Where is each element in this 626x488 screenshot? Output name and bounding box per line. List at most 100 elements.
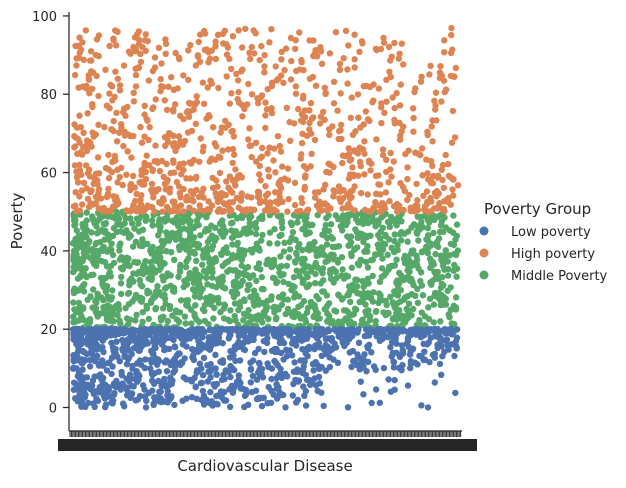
data-point (401, 230, 408, 237)
data-point (319, 245, 326, 252)
data-point (342, 27, 350, 35)
data-point (110, 225, 118, 232)
data-point (266, 39, 273, 46)
data-point (299, 326, 306, 333)
data-point (405, 147, 412, 154)
data-point (185, 76, 192, 84)
data-point (138, 167, 145, 174)
data-point (223, 73, 230, 80)
data-point (92, 388, 100, 395)
data-point (385, 179, 392, 186)
data-point (107, 273, 115, 280)
data-point (339, 295, 346, 302)
data-point (110, 310, 117, 318)
data-point (428, 123, 435, 130)
data-point (356, 48, 363, 55)
data-point (95, 92, 102, 100)
data-point (200, 143, 207, 150)
data-point (301, 107, 309, 114)
data-point (313, 293, 320, 300)
data-point (208, 47, 215, 54)
data-point (113, 138, 121, 145)
data-point (82, 265, 89, 272)
data-point (275, 306, 282, 313)
data-point (229, 127, 236, 135)
data-point (89, 216, 97, 223)
data-point (84, 318, 91, 325)
data-point (390, 358, 397, 365)
data-point (95, 372, 102, 380)
data-point (190, 279, 197, 286)
data-point (407, 360, 415, 367)
data-point (256, 395, 263, 402)
data-point (163, 160, 170, 168)
data-point (79, 201, 86, 208)
data-point (418, 282, 426, 289)
data-point (304, 283, 311, 290)
data-point (158, 200, 165, 207)
data-point (408, 312, 415, 319)
data-point (387, 344, 394, 351)
data-point (185, 255, 192, 262)
data-point (384, 218, 392, 226)
data-point (418, 402, 425, 409)
data-point (156, 216, 163, 223)
data-point (70, 364, 77, 371)
data-point (354, 91, 362, 98)
data-point (99, 360, 106, 368)
data-point (373, 190, 380, 197)
data-point (190, 328, 197, 335)
data-point (176, 350, 183, 357)
data-point (335, 135, 342, 143)
data-point (276, 232, 283, 240)
data-point (386, 326, 394, 334)
data-point (93, 223, 100, 230)
data-point (308, 150, 315, 157)
data-point (352, 327, 359, 335)
data-point (103, 367, 111, 374)
data-point (254, 95, 261, 102)
data-point (343, 339, 350, 347)
data-point (312, 280, 319, 287)
data-point (185, 113, 193, 121)
data-point (441, 266, 448, 273)
data-point (142, 393, 149, 400)
data-point (214, 183, 221, 190)
data-point (351, 64, 358, 71)
data-point (172, 101, 179, 108)
data-point (384, 309, 392, 317)
data-point (73, 251, 80, 258)
data-point (323, 241, 331, 248)
data-point (175, 273, 182, 280)
data-point (253, 158, 260, 165)
data-point (80, 234, 87, 241)
data-point (331, 307, 338, 314)
data-point (83, 209, 90, 216)
data-point (84, 195, 92, 202)
data-point (242, 264, 249, 272)
data-point (431, 97, 438, 105)
data-point (448, 24, 455, 32)
data-point (278, 301, 285, 309)
data-point (383, 168, 390, 176)
data-point (181, 355, 188, 362)
data-point (73, 55, 80, 62)
data-point (346, 234, 353, 241)
data-point (82, 241, 89, 249)
data-point (210, 315, 217, 322)
data-point (248, 331, 256, 338)
data-point (441, 214, 448, 221)
data-point (170, 369, 177, 376)
data-point (108, 370, 115, 378)
data-point (284, 305, 292, 313)
data-point (255, 100, 262, 107)
data-point (205, 198, 212, 205)
data-point (250, 298, 257, 306)
data-point (107, 263, 115, 270)
data-point (244, 312, 251, 320)
data-point (97, 274, 105, 282)
data-point (235, 27, 242, 34)
data-point (390, 364, 398, 371)
data-point (135, 327, 143, 334)
data-point (74, 179, 82, 186)
